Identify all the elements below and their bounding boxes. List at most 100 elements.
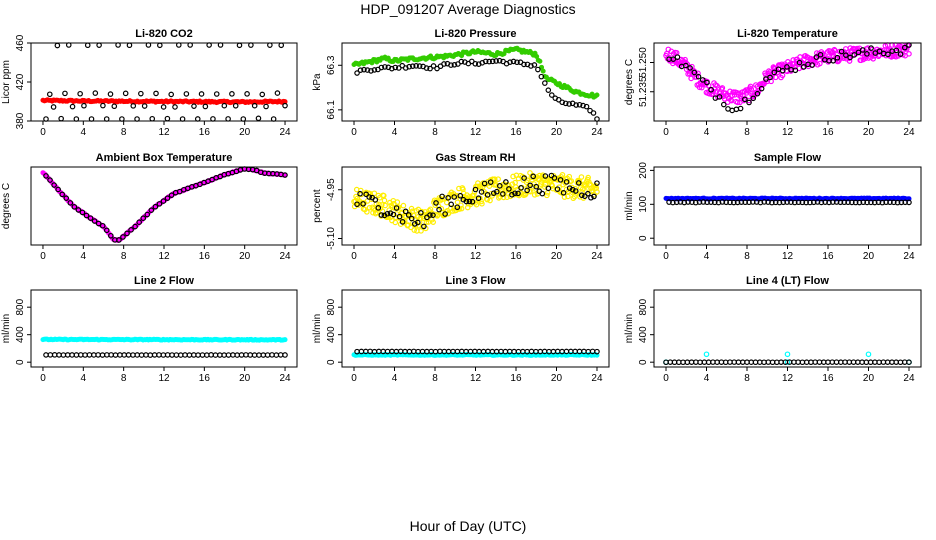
data-point — [408, 215, 415, 222]
x-tick-label: 12 — [470, 251, 482, 262]
data-point — [108, 232, 114, 239]
data-point — [864, 51, 870, 57]
data-point — [784, 359, 791, 365]
data-point — [229, 91, 235, 97]
data-point — [594, 348, 600, 355]
data-point — [554, 186, 561, 192]
x-tick-label: 0 — [351, 373, 357, 384]
data-point — [542, 80, 548, 86]
data-point — [371, 190, 378, 197]
data-point — [535, 66, 541, 73]
data-point — [708, 86, 714, 93]
data-point — [792, 67, 799, 74]
data-point — [580, 102, 586, 109]
data-point — [83, 212, 90, 219]
data-point — [60, 352, 67, 358]
data-point — [813, 54, 820, 60]
data-point — [408, 205, 415, 212]
x-tick-label: 0 — [351, 251, 357, 262]
data-point — [108, 352, 114, 358]
data-point — [475, 195, 482, 202]
data-point — [533, 183, 540, 190]
data-point — [194, 116, 201, 122]
data-point — [897, 51, 904, 57]
data-point — [104, 352, 110, 358]
data-point — [448, 201, 455, 208]
data-point — [232, 102, 239, 109]
data-point — [64, 352, 71, 358]
data-point — [418, 209, 424, 216]
data-point — [73, 352, 80, 358]
data-point — [210, 116, 216, 122]
y-tick-label: 800 — [638, 298, 649, 315]
data-point — [758, 85, 765, 92]
data-point — [173, 352, 180, 358]
data-point — [421, 223, 427, 230]
data-point — [506, 186, 512, 192]
plot-frame — [341, 289, 610, 368]
data-point — [448, 62, 454, 68]
data-point — [868, 45, 874, 51]
y-tick-label: 800 — [15, 298, 26, 315]
panel-li-820-co2: Li-820 CO2 Licor ppm 0 4 8 12 16 20 24 380 420 460 — [1, 28, 298, 138]
y-tick-label: 51.235 — [638, 76, 649, 107]
x-tick-label: 12 — [158, 373, 170, 384]
data-point — [704, 79, 710, 86]
data-point — [565, 193, 571, 200]
data-point — [687, 65, 693, 71]
data-point — [703, 351, 710, 358]
x-tick-label: 0 — [351, 127, 357, 138]
data-point — [491, 176, 498, 182]
data-point — [69, 103, 76, 110]
y-axis-label: ml/min — [624, 191, 635, 220]
data-point — [906, 359, 912, 365]
data-point — [809, 62, 815, 68]
data-point — [130, 352, 136, 358]
data-point — [378, 212, 385, 218]
data-point — [411, 221, 418, 227]
data-point — [55, 186, 61, 193]
data-point — [560, 189, 567, 196]
data-point — [695, 73, 702, 80]
data-point — [477, 184, 484, 190]
y-tick-label: -4.95 — [326, 178, 337, 201]
x-tick-label: 8 — [432, 373, 438, 384]
x-tick-label: 8 — [121, 251, 127, 262]
data-point — [112, 352, 119, 358]
data-point — [199, 352, 206, 358]
plot-frame — [30, 289, 298, 368]
data-point — [451, 62, 458, 68]
data-point — [371, 67, 378, 73]
panel-li-820-pressure: Li-820 Pressure kPa 0 4 8 12 16 20 24 66.1 66.3 — [312, 28, 610, 138]
data-point — [575, 180, 582, 186]
panel-gas-stream-rh: Gas Stream RH percent 0 4 8 12 16 20 24 -5.10 -4.9… — [312, 152, 610, 262]
data-point — [510, 173, 516, 180]
x-tick-label: 12 — [782, 127, 794, 138]
data-point — [512, 190, 518, 197]
data-point — [360, 201, 366, 207]
data-point — [191, 103, 197, 109]
y-tick-label: 0 — [15, 359, 26, 365]
data-point — [557, 177, 564, 183]
data-point — [255, 115, 262, 122]
x-tick-label: 0 — [40, 373, 46, 384]
data-point — [576, 101, 583, 108]
y-tick-label: 0 — [638, 359, 649, 365]
data-point — [208, 352, 214, 358]
data-point — [149, 115, 156, 122]
data-point — [510, 58, 517, 65]
data-point — [384, 210, 391, 217]
x-tick-label: 4 — [81, 127, 87, 138]
x-tick-label: 16 — [510, 127, 522, 138]
data-point — [451, 194, 458, 200]
data-point — [151, 352, 158, 358]
series-samples — [354, 172, 600, 230]
data-point — [354, 70, 360, 76]
data-point — [767, 74, 773, 81]
figure-x-axis-label: Hour of Day (UTC) — [410, 518, 527, 534]
data-point — [439, 193, 445, 200]
plot-frame — [653, 289, 922, 368]
data-point — [748, 86, 755, 92]
data-point — [121, 352, 128, 358]
x-tick-label: 20 — [863, 373, 875, 384]
